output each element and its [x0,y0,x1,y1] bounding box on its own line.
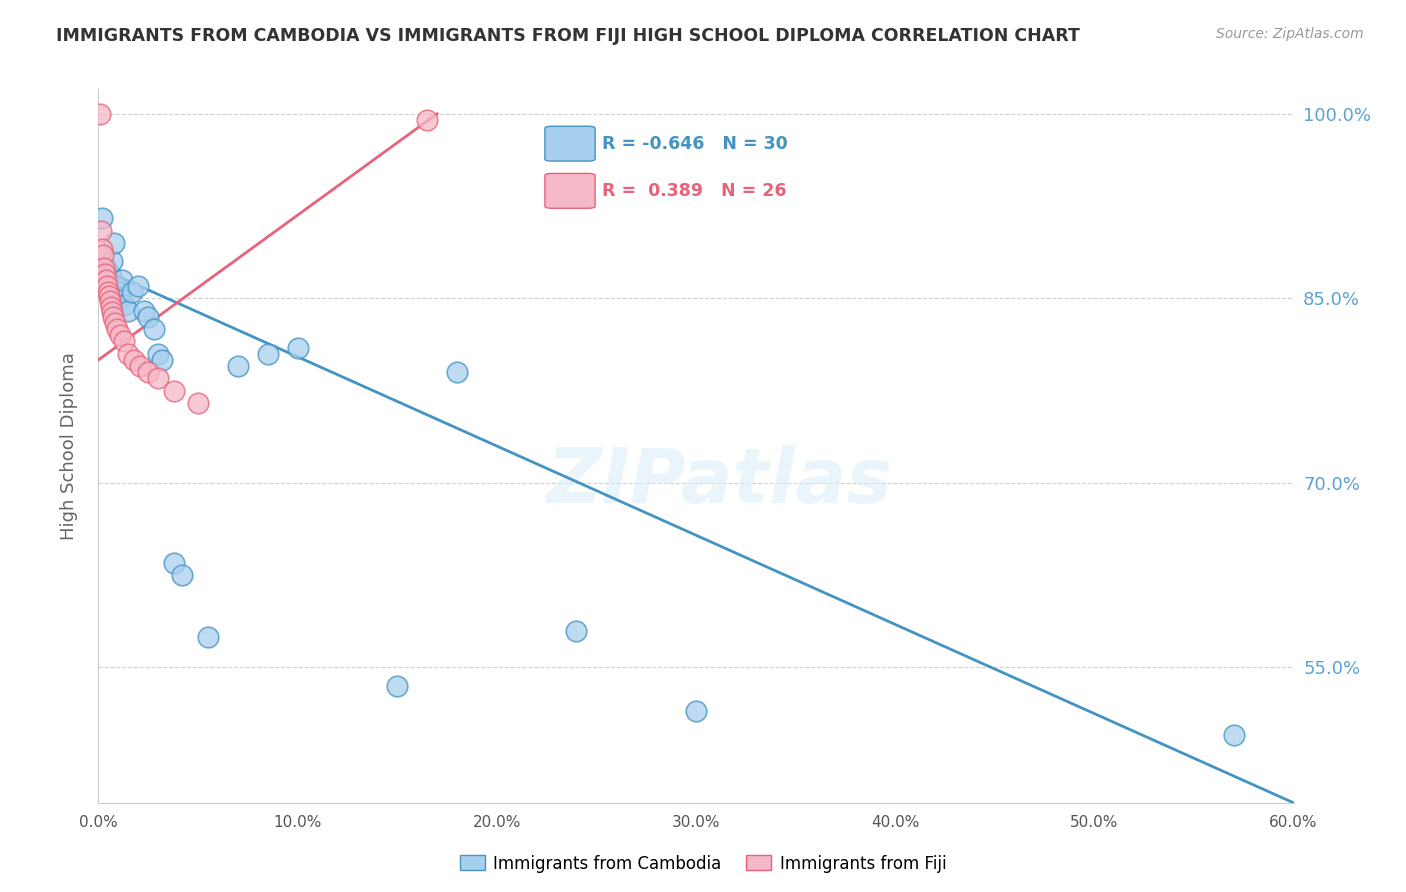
Point [150,352,173,367]
Point [148,347,170,361]
Legend: Immigrants from Cambodia, Immigrants from Fiji: Immigrants from Cambodia, Immigrants fro… [453,848,953,880]
Point [97,285,120,300]
Point [104,316,127,330]
Point [112,297,135,311]
Point [98,293,121,308]
Point [565,624,588,638]
Point [89,107,111,121]
Point [107,285,129,300]
Text: R = -0.646   N = 30: R = -0.646 N = 30 [602,135,787,153]
Point [136,365,159,379]
Point [101,305,124,319]
Point [105,279,128,293]
Point [98,267,122,281]
Point [100,300,122,314]
Point [90,224,112,238]
Point [121,285,143,300]
Point [91,242,114,256]
Y-axis label: High School Diploma: High School Diploma [59,352,77,540]
Point [96,279,118,293]
Point [129,359,152,373]
Point [163,556,186,570]
Point [91,248,114,262]
Point [287,341,309,355]
Point [97,289,120,303]
Text: R =  0.389   N = 26: R = 0.389 N = 26 [602,182,787,200]
Point [197,630,219,644]
Point [1223,728,1246,742]
Point [685,704,707,718]
Point [103,235,125,250]
Point [163,384,186,398]
Point [91,211,114,226]
Point [226,359,249,373]
Text: Source: ZipAtlas.com: Source: ZipAtlas.com [1216,27,1364,41]
FancyBboxPatch shape [546,127,595,161]
Point [446,365,468,379]
Point [416,112,439,127]
Point [111,273,134,287]
Point [105,322,128,336]
Point [134,303,156,318]
Text: ZIPatlas: ZIPatlas [547,445,893,518]
Point [256,347,278,361]
Point [187,396,209,410]
Point [93,260,115,275]
Point [117,303,139,318]
Point [110,291,132,305]
Point [136,310,159,324]
Point [96,260,118,275]
Point [172,568,194,582]
Point [127,279,149,293]
FancyBboxPatch shape [546,173,595,208]
Point [148,371,170,385]
Point [94,267,117,281]
Point [101,254,124,268]
Text: IMMIGRANTS FROM CAMBODIA VS IMMIGRANTS FROM FIJI HIGH SCHOOL DIPLOMA CORRELATION: IMMIGRANTS FROM CAMBODIA VS IMMIGRANTS F… [56,27,1080,45]
Point [124,352,146,367]
Point [110,328,132,343]
Point [385,679,409,693]
Point [117,347,139,361]
Point [112,334,135,349]
Point [94,273,117,287]
Point [103,310,125,324]
Point [143,322,166,336]
Point [97,273,120,287]
